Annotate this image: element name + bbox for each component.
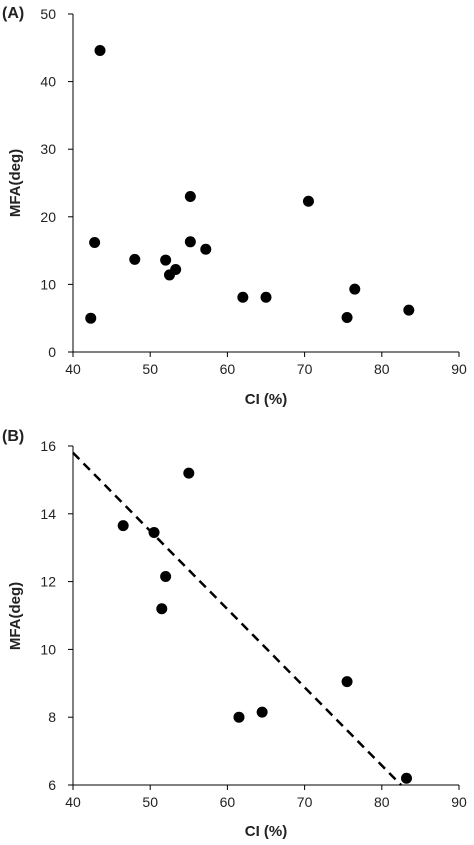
panel-b-data-point [183,467,195,479]
panel-a-data-point [341,312,353,324]
panel-a-chart: (A) CI (%) MFA(deg) 40 50 60 70 80 9001020304… [2,5,467,408]
panel-a-y-tick-label: 50 [40,6,56,22]
panel-a-x-tick-label: 70 [297,361,313,377]
panel-a-x-tick-label: 80 [374,361,390,377]
panel-b-y-tick-label: 10 [40,641,56,657]
panel-b-y-tick-label: 16 [40,438,56,454]
panel-a-data-point [349,283,361,295]
panel-a-x-tick-label: 60 [220,361,236,377]
panel-a-y-tick-label: 40 [40,74,56,90]
panel-a-data-point [85,312,97,324]
panel-b-data-point [256,706,268,718]
panel-b-x-axis-title: CI (%) [245,823,288,840]
panel-b-chart: (B) CI (%) MFA(deg) 40 50 60 70 80 90 6 8 10 12 14… [2,428,467,840]
panel-a-x-tick-label: 40 [65,361,81,377]
panel-b-x-tick-label: 40 [65,794,81,810]
panel-a-y-tick-label: 10 [40,276,56,292]
panel-b-data-point [160,571,172,583]
panel-b-data-point [117,520,129,532]
panel-b-y-tick-label: 6 [48,777,56,793]
panel-b-data-point [148,526,160,538]
panel-a-data-point [184,236,196,248]
panel-a-data-point [94,45,106,57]
panel-b-x-tick-label: 80 [374,794,390,810]
panel-a-data-point [260,291,272,303]
panel-a-data-point [170,264,182,276]
panel-b-data-point [341,676,353,688]
panel-a-data-point [129,253,141,265]
panel-a-x-tick-label: 90 [451,361,467,377]
panel-b-y-tick-label: 12 [40,574,56,590]
panel-b-y-tick-label: 14 [40,506,56,522]
panel-a-data-point [237,291,249,303]
panel-a-data-point [302,195,314,207]
panel-b-x-tick-label: 60 [220,794,236,810]
panel-a-x-tick-label: 50 [142,361,158,377]
panel-a-data-point [403,304,415,316]
panel-b-trendline [72,451,402,786]
panel-a-x-axis-title: CI (%) [245,391,288,408]
panel-a-data-point [89,236,101,248]
panel-b-data-point [401,772,413,784]
panel-b-x-tick-label: 70 [297,794,313,810]
panel-b-x-tick-label: 50 [142,794,158,810]
panel-a-data-point [200,243,212,255]
panel-b-ticks: 40 50 60 70 80 90 6 8 10 12 14 16 [40,438,467,810]
panel-a-y-tick-label: 30 [40,141,56,157]
panel-b-y-axis-title: MFA(deg) [7,582,24,650]
panel-a-points [85,45,415,324]
panel-b-points [117,467,413,784]
panel-a-data-point [184,191,196,203]
panel-a-y-tick-label: 0 [48,344,56,360]
panel-b-data-point [233,711,245,723]
panel-a-ticks: 40 50 60 70 80 90 0 10 20 30 40 50 [40,6,467,377]
panel-a-label: (A) [2,5,24,22]
panel-b-y-tick-label: 8 [48,709,56,725]
panel-a-data-point [160,254,172,266]
panel-b-label: (B) [2,428,24,445]
panel-b-data-point [156,603,168,615]
panel-b-x-tick-label: 90 [451,794,467,810]
panel-a-y-axis-title: MFA(deg) [7,149,24,217]
panel-a-y-tick-label: 20 [40,209,56,225]
